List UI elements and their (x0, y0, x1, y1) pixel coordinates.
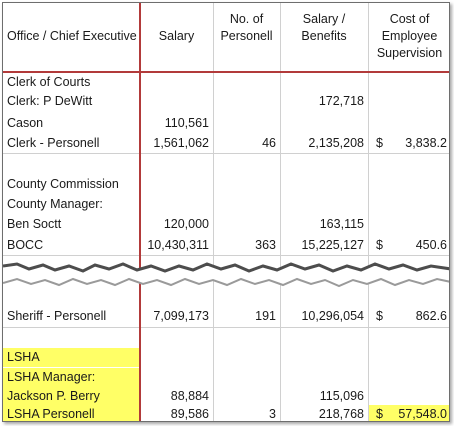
column-rule (368, 3, 369, 421)
table-row: LSHA Manager: (3, 368, 449, 387)
table-row: Sheriff - Personell 7,099,173 191 10,296… (3, 307, 449, 326)
office-cell: Sheriff - Personell (7, 309, 107, 323)
cost-cell (368, 175, 449, 194)
office-cell (3, 154, 140, 173)
header-rule (3, 71, 449, 73)
table-row: County Commission (3, 175, 449, 194)
cost-cell (368, 73, 449, 92)
cost-cell (368, 387, 449, 406)
personnel-cell (213, 195, 280, 214)
header-personnel: No. of Personell (220, 12, 273, 43)
salary-cell (140, 73, 213, 92)
office-cell-highlighted: Jackson P. Berry (3, 387, 140, 406)
salary-cell: 88,884 (170, 389, 209, 403)
salary-cell (140, 92, 213, 111)
benefits-cell (280, 175, 368, 194)
personnel-cell (213, 387, 280, 406)
benefits-cell: 172,718 (318, 94, 364, 108)
office-cell: Cason (7, 116, 44, 130)
benefits-cell: 15,225,127 (301, 238, 364, 252)
office-cell: BOCC (7, 238, 44, 252)
header-salary: Salary (158, 29, 195, 43)
personnel-cell (213, 92, 280, 111)
table-row: BOCC 10,430,311 363 15,225,127 $450.6 (3, 236, 449, 255)
table-row: Cason 110,561 (3, 114, 449, 133)
cost-cell-highlighted: $57,548.0 (368, 405, 449, 421)
salary-cell (140, 195, 213, 214)
table-row: Ben Soctt 120,000 163,115 (3, 215, 449, 234)
personnel-cell: 46 (262, 136, 276, 150)
table-row (3, 328, 449, 347)
office-cell-highlighted: LSHA Manager: (3, 368, 140, 387)
cost-value: 450.6 (415, 238, 447, 252)
header-salary-benefits: Salary / Benefits (301, 12, 347, 43)
office-cell: Clerk - Personell (7, 136, 100, 150)
salary-cell (140, 175, 213, 194)
table-row: LSHA Personell 89,586 3 218,768 $57,548.… (3, 405, 449, 421)
torn-edge (3, 262, 449, 288)
column-rule (213, 3, 214, 421)
cost-value: 3,838.2 (405, 136, 447, 150)
spreadsheet-excerpt: Office / Chief Executive Salary No. of P… (2, 2, 450, 422)
header-office: Office / Chief Executive (7, 29, 137, 43)
personnel-cell: 363 (255, 238, 276, 252)
cost-value: 862.6 (415, 309, 447, 323)
cost-cell (368, 92, 449, 111)
office-column-rule (139, 3, 141, 421)
cost-cell (368, 114, 449, 133)
salary-cell: 1,561,062 (153, 136, 209, 150)
office-cell: Ben Soctt (7, 217, 62, 231)
benefits-cell (280, 195, 368, 214)
table-row: Clerk - Personell 1,561,062 46 2,135,208… (3, 134, 449, 153)
benefits-cell (280, 73, 368, 92)
header-cost-supervision: Cost of Employee Supervision (376, 12, 443, 60)
cost-cell: $3,838.2 (368, 134, 449, 153)
cost-cell (368, 215, 449, 234)
column-rule (280, 3, 281, 421)
personnel-cell (213, 215, 280, 234)
row-rule (3, 153, 449, 154)
personnel-cell (213, 175, 280, 194)
benefits-cell: 163,115 (319, 217, 364, 231)
office-cell (3, 328, 140, 347)
office-cell-highlighted: LSHA (3, 348, 140, 367)
personnel-cell: 191 (255, 309, 276, 323)
salary-cell: 89,586 (170, 407, 209, 421)
salary-cell: 7,099,173 (153, 309, 209, 323)
office-cell: Clerk: P DeWitt (7, 94, 93, 108)
benefits-cell: 10,296,054 (301, 309, 364, 323)
dollar-sign: $ (376, 238, 383, 252)
cost-value: 57,548.0 (398, 407, 447, 421)
cost-cell: $450.6 (368, 236, 449, 255)
dollar-sign: $ (376, 136, 383, 150)
benefits-cell: 2,135,208 (308, 136, 364, 150)
table-row: Clerk of Courts (3, 73, 449, 92)
table-row (3, 154, 449, 173)
table-row: County Manager: (3, 195, 449, 214)
office-cell: County Manager: (7, 197, 103, 211)
row-rule (3, 327, 449, 328)
cost-cell: $862.6 (368, 307, 449, 326)
personnel-cell (213, 114, 280, 133)
cost-cell (368, 195, 449, 214)
salary-cell: 120,000 (163, 217, 209, 231)
row-rule (3, 255, 449, 256)
dollar-sign: $ (376, 407, 383, 421)
benefits-cell: 115,096 (319, 389, 364, 403)
office-cell: Clerk of Courts (7, 75, 91, 89)
personnel-cell: 3 (269, 407, 276, 421)
salary-cell: 110,561 (164, 116, 209, 130)
office-cell-highlighted: LSHA Personell (3, 405, 140, 421)
dollar-sign: $ (376, 309, 383, 323)
personnel-cell (213, 73, 280, 92)
salary-cell: 10,430,311 (147, 238, 209, 252)
table-row: LSHA (3, 348, 449, 367)
office-cell: County Commission (7, 177, 119, 191)
table-row: Jackson P. Berry 88,884 115,096 (3, 387, 449, 406)
benefits-cell: 218,768 (318, 407, 364, 421)
table-row: Clerk: P DeWitt 172,718 (3, 92, 449, 111)
header-row: Office / Chief Executive Salary No. of P… (3, 3, 449, 71)
benefits-cell (280, 114, 368, 133)
